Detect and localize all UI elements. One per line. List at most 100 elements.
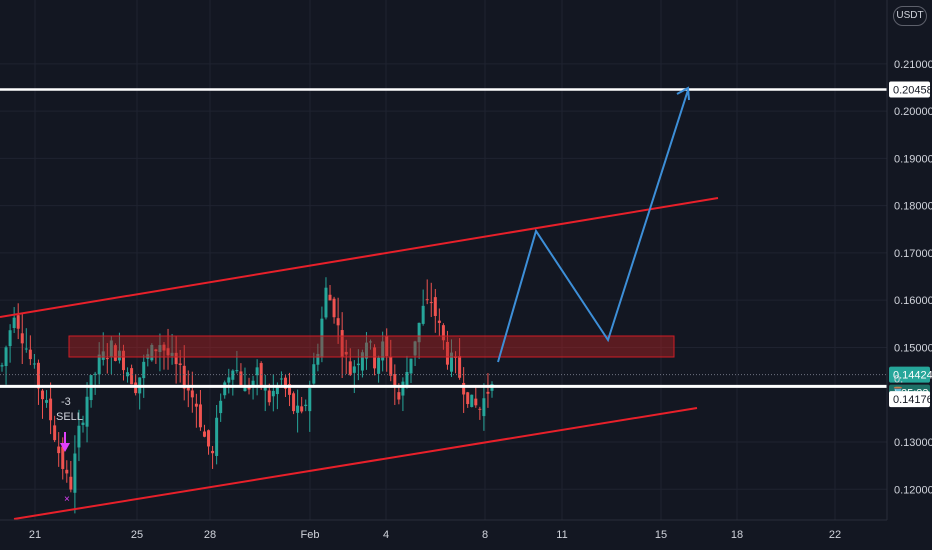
candle-body [344,351,348,355]
candle-body [190,390,194,398]
candle-body [4,347,8,367]
currency-button[interactable]: USDT [893,6,927,26]
price-axis[interactable]: 0.21000 0.20000 0.19000 0.18000 0.17000 0.160… [894,59,932,496]
candle-body [198,404,202,428]
candle-body [369,341,373,343]
time-tick-label: 25 [131,529,143,541]
candle-body [279,378,283,380]
candle-body [445,341,449,365]
time-tick-label: 4 [383,529,389,541]
price-tick-label: 0.19000 [894,153,932,165]
candle-body [49,398,53,421]
candle-body [28,349,32,360]
candle-body [186,386,190,391]
price-tick-label: 0.12000 [894,484,932,496]
candle-body [417,322,421,343]
candle-body [36,362,40,389]
channel-lower-line [13,407,698,520]
candle-body [158,345,162,353]
candle-body [275,385,279,395]
candle-body [0,365,4,367]
time-axis[interactable]: 21 25 28 Feb 4 8 11 15 18 22 [29,529,841,541]
candle-body [69,476,73,490]
candle-body [150,344,154,361]
candle-body [466,392,470,405]
candle-body [166,348,170,356]
candle-body [231,370,235,380]
candle-body [405,371,409,388]
candle-body [421,305,425,324]
price-tick-label: 0.20000 [894,106,932,118]
hidden-price-tag: 0. [894,374,903,386]
sell-arrow-icon [60,443,70,452]
candle-body [312,364,316,384]
candle-body [105,358,109,360]
sell-count-label: -3 [61,396,71,408]
candle-body [288,384,292,395]
candle-body [40,390,44,400]
candle-body [93,373,97,375]
candle-body [109,340,113,357]
candle-body [154,349,158,352]
candle-body [239,371,243,386]
candle-body [470,394,474,407]
price-tick-label: 0.13000 [894,437,932,449]
candle-body [393,374,397,387]
candle-body [462,382,466,395]
candle-body [316,353,320,365]
price-tick-label: 0.21000 [894,59,932,71]
candle-body [227,377,231,383]
candle-body [219,400,223,414]
candle-body [425,299,429,301]
candle-body [251,380,255,387]
price-tick-label: 0.16000 [894,295,932,307]
projection-arrowhead [676,86,690,101]
candle-body [12,317,16,328]
candle-body [32,363,36,365]
candle-body [267,390,271,403]
candle-body [450,352,454,372]
candle-body [482,398,486,417]
time-tick-label: 22 [829,529,841,541]
candle-body [401,381,405,396]
time-tick-label: 11 [556,529,567,541]
candle-body [441,325,445,341]
last-price-tag: 0.14424 [893,370,932,382]
candle-body [283,377,287,389]
candle-body [243,385,247,392]
resistance-price-tag-bg [889,81,930,98]
candle-body [65,469,69,474]
candle-body [356,363,360,366]
time-tick-label: 21 [29,529,41,541]
time-tick-label: 8 [482,529,488,541]
price-tick-label: 0.18000 [894,201,932,213]
candle-body [45,400,49,403]
candle-body [101,351,105,360]
candle-body [373,347,377,369]
candle-body [57,446,61,454]
time-tick-label: 28 [204,529,216,541]
candlestick-series [0,277,494,514]
candle-body [77,425,81,448]
candle-body [348,361,352,375]
candle-body [202,431,206,437]
candle-body [486,391,490,394]
candle-body [97,354,101,375]
candle-body [340,330,344,357]
support-price-tag: 0.14176 [893,394,932,406]
candle-body [215,417,219,456]
candle-body [263,387,267,391]
candle-body [61,446,65,469]
candle-body [377,357,381,374]
candle-body [332,298,336,318]
price-tick-label: 0.15000 [894,342,932,354]
candle-body [130,368,134,385]
candle-body [73,453,77,493]
candle-body [194,403,198,407]
candle-body [308,388,312,412]
candle-body [389,356,393,376]
candle-body [474,398,478,406]
candle-body [352,366,356,373]
